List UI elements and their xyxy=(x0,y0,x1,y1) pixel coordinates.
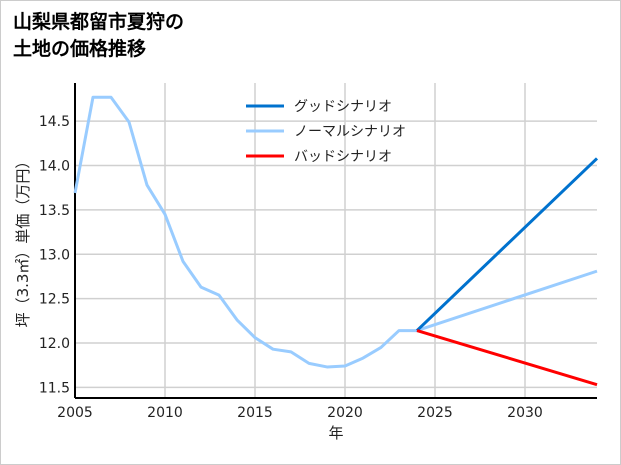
title-line-1: 山梨県都留市夏狩の xyxy=(13,11,185,33)
y-tick-label: 11.5 xyxy=(39,380,70,396)
x-tick-label: 2025 xyxy=(417,405,453,421)
legend-label: グッドシナリオ xyxy=(294,99,392,115)
x-tick-label: 2030 xyxy=(507,405,543,421)
x-tick-label: 2005 xyxy=(57,405,93,421)
y-tick-label: 14.0 xyxy=(39,159,70,175)
x-tick-label: 2020 xyxy=(327,405,363,421)
series-line-1 xyxy=(73,95,598,369)
y-tick-label: 13.0 xyxy=(39,247,70,263)
y-axis-label: 坪（3.3㎡）単価（万円） xyxy=(14,154,32,328)
y-tick-label: 13.5 xyxy=(39,203,70,219)
x-tick-label: 2010 xyxy=(147,405,183,421)
legend-label: ノーマルシナリオ xyxy=(294,124,406,140)
x-axis-label: 年 xyxy=(328,424,343,442)
series-line-2 xyxy=(416,329,598,387)
y-tick-label: 12.0 xyxy=(39,336,70,352)
y-tick-label: 12.5 xyxy=(39,292,70,308)
series-line-0 xyxy=(415,157,599,332)
legend-label: バッドシナリオ xyxy=(294,149,392,165)
x-tick-label: 2015 xyxy=(237,405,273,421)
title-line-2: 土地の価格推移 xyxy=(13,38,147,60)
chart-title: 山梨県都留市夏狩の 土地の価格推移 xyxy=(13,9,184,63)
y-tick-label: 14.5 xyxy=(39,114,70,130)
